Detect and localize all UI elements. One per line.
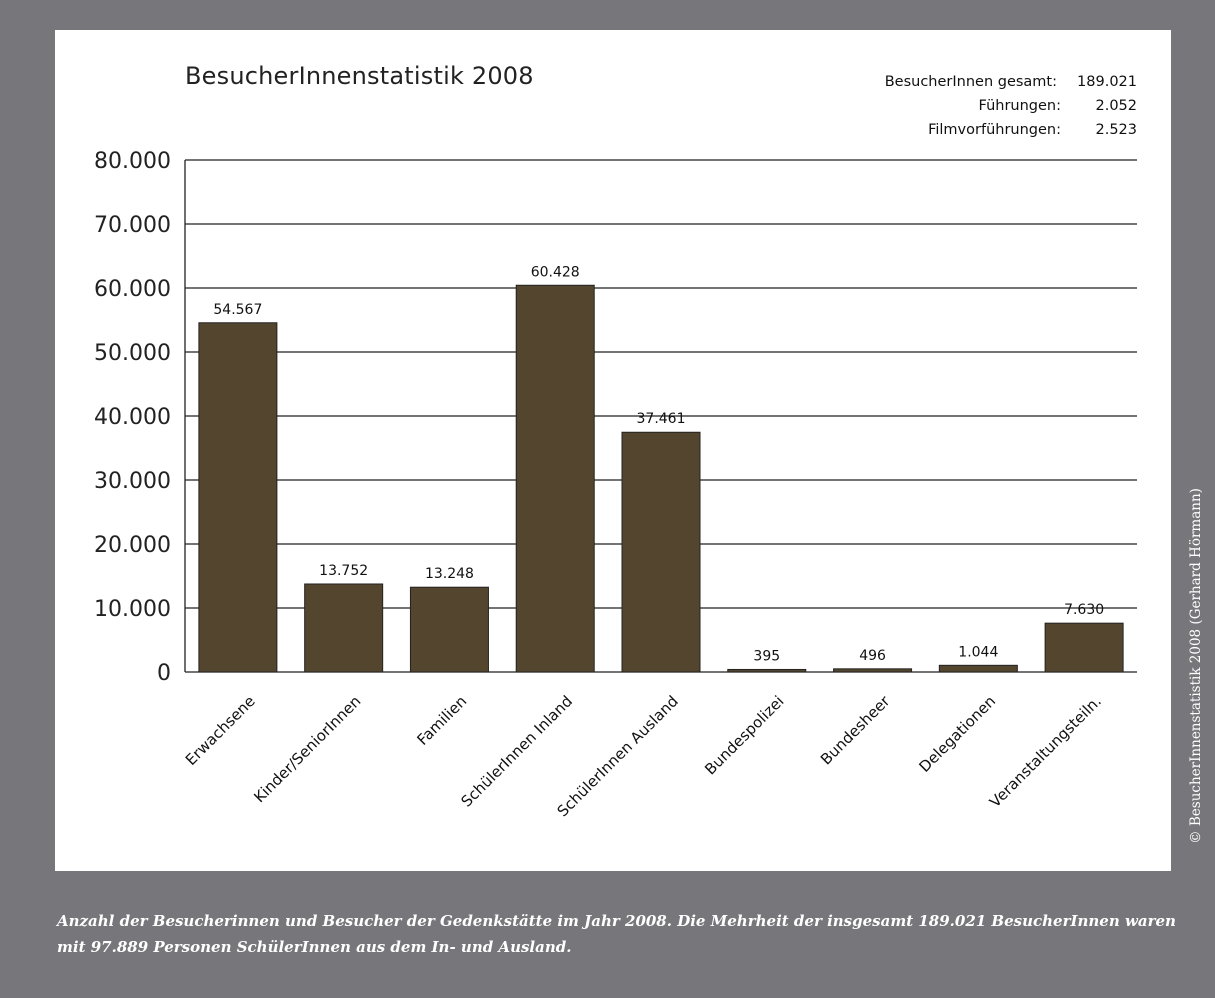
stat-total: BesucherInnen gesamt: 189.021 (885, 70, 1137, 94)
bar (515, 284, 595, 673)
x-tick-label: Veranstaltungsteiln. (986, 692, 1105, 811)
chart-panel: 0 10.000 20.000 30.000 40.000 50.000 60.000 70.… (55, 30, 1171, 871)
y-tick-label: 80.000 (94, 149, 171, 174)
y-tick-label: 60.000 (94, 277, 171, 302)
y-tick-label: 40.000 (94, 405, 171, 430)
stats-block: BesucherInnen gesamt: 189.021 Führungen:… (885, 70, 1137, 142)
y-tick-label: 0 (157, 661, 171, 686)
figure-caption: Anzahl der Besucherinnen und Besucher de… (57, 912, 1176, 956)
data-label: 395 (753, 648, 780, 664)
stat-total-label: BesucherInnen gesamt: (884, 74, 1057, 90)
x-tick-label: SchülerInnen Inland (458, 692, 577, 811)
chart-title: BesucherInnenstatistik 2008 (185, 62, 534, 90)
data-label: 1.044 (958, 644, 998, 660)
copyright-note: © BesucherInnenstatistik 2008 (Gerhard H… (1188, 488, 1204, 844)
y-tick-label: 70.000 (94, 213, 171, 238)
stat-tours: Führungen: 2.052 (885, 94, 1137, 118)
stat-tours-value: 2.052 (1095, 98, 1137, 114)
bar (727, 668, 807, 673)
stat-films-value: 2.523 (1095, 122, 1137, 138)
x-tick-label: Bundesheer (817, 692, 894, 769)
data-label: 54.567 (213, 302, 262, 318)
data-label: 13.248 (425, 566, 474, 582)
y-tick-label: 20.000 (94, 533, 171, 558)
y-tick-label: 30.000 (94, 469, 171, 494)
y-tick-label: 10.000 (94, 597, 171, 622)
bar (938, 664, 1018, 673)
x-tick-label: Bundespolizei (701, 692, 787, 778)
bar (304, 583, 384, 673)
stat-films-label: Filmvorführungen: (928, 122, 1061, 138)
data-label: 13.752 (319, 563, 368, 579)
bar (409, 586, 489, 673)
data-label: 60.428 (531, 264, 580, 280)
x-tick-label: SchülerInnen Ausland (554, 692, 682, 820)
x-tick-label: Delegationen (915, 692, 999, 776)
stat-films: Filmvorführungen: 2.523 (885, 118, 1137, 142)
data-label: 7.630 (1064, 602, 1104, 618)
bar (833, 668, 913, 673)
y-tick-label: 50.000 (94, 341, 171, 366)
x-tick-label: Familien (413, 692, 470, 749)
data-label: 37.461 (637, 411, 686, 427)
bar-chart: 0 10.000 20.000 30.000 40.000 50.000 60.000 70.… (94, 149, 1137, 820)
data-label: 496 (859, 648, 886, 664)
bar (1044, 622, 1124, 673)
stat-total-value: 189.021 (1077, 74, 1137, 90)
stat-tours-label: Führungen: (978, 98, 1061, 114)
x-tick-label: Kinder/SeniorInnen (250, 692, 364, 806)
bar (621, 431, 701, 673)
bar (198, 322, 278, 673)
x-tick-label: Erwachsene (182, 692, 259, 769)
